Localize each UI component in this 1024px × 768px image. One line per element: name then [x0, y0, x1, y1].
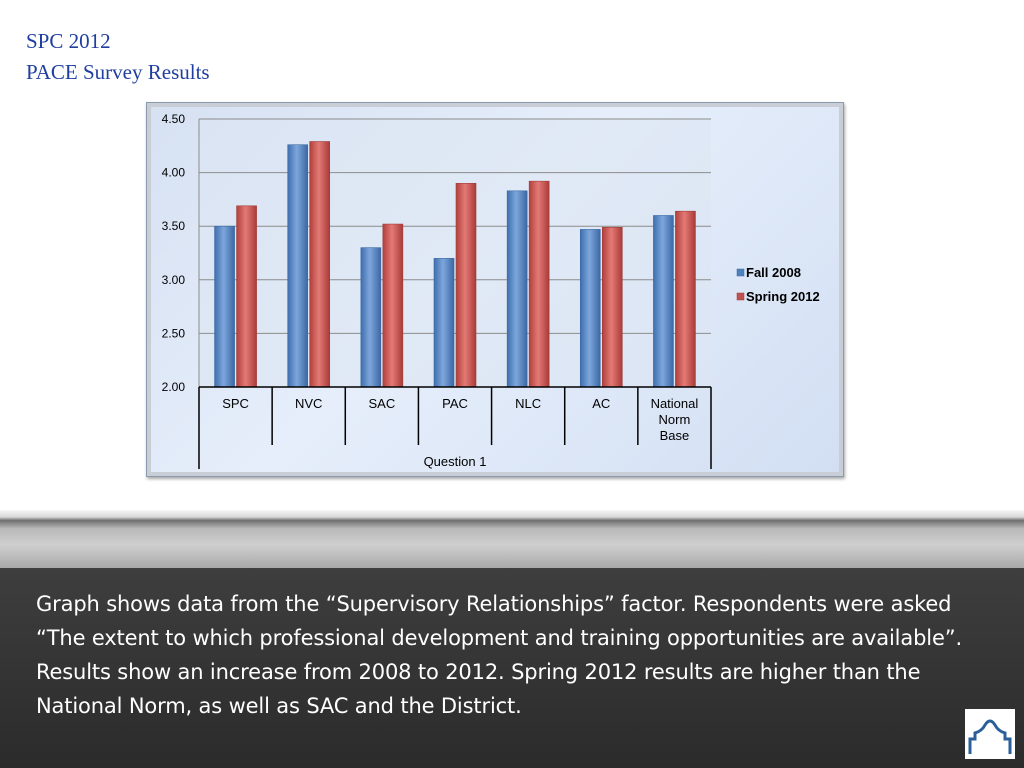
legend-swatch-spring-2012 [736, 292, 745, 301]
bar-spring-2012-national-norm-base [675, 210, 696, 388]
bar-fall-2008-ac [579, 229, 601, 388]
bar-spring-2012-nlc [528, 180, 550, 388]
bar-spring-2012-spc [236, 205, 257, 388]
bar-fall-2008-nlc [506, 190, 528, 388]
bar-chart: 2.00 2.50 3.00 3.50 4.00 4.50 SPC NVC SAC PAC NLC A… [162, 112, 820, 469]
chart-frame: 2.00 2.50 3.00 3.50 4.00 4.50 SPC NVC SAC PAC NLC A… [146, 102, 844, 477]
bar-fall-2008-spc [214, 225, 235, 388]
y-tick-label: 4.00 [162, 166, 186, 180]
caption-panel [0, 568, 1024, 768]
bar-fall-2008-national-norm-base [653, 215, 674, 388]
x-category-label: NVC [295, 396, 322, 411]
slide-title: SPC 2012 PACE Survey Results [26, 26, 210, 88]
x-category-label: National [651, 396, 699, 411]
arch-icon-graphic [967, 711, 1013, 757]
plot-area [199, 119, 711, 387]
x-category-label: SAC [368, 396, 395, 411]
bar-spring-2012-pac [455, 183, 477, 388]
bar-spring-2012-ac [601, 226, 623, 388]
x-group-label: Question 1 [424, 454, 487, 469]
x-category-label: Norm [659, 412, 691, 427]
legend-label-fall-2008: Fall 2008 [746, 265, 801, 280]
slide-title-line2: PACE Survey Results [26, 60, 210, 84]
arch-logo-icon [965, 709, 1015, 759]
y-tick-label: 2.50 [162, 326, 186, 340]
bar-fall-2008-nvc [287, 144, 309, 388]
x-category-label: PAC [442, 396, 468, 411]
y-tick-label: 2.00 [162, 380, 186, 394]
y-tick-label: 3.00 [162, 273, 186, 287]
bar-fall-2008-sac [360, 247, 382, 388]
x-category-label: AC [592, 396, 610, 411]
x-category-label: NLC [515, 396, 541, 411]
caption-text: Graph shows data from the “Supervisory R… [36, 592, 962, 718]
legend-label-spring-2012: Spring 2012 [746, 289, 820, 304]
y-tick-label: 3.50 [162, 219, 186, 233]
divider-band [0, 510, 1024, 568]
x-category-label: SPC [222, 396, 249, 411]
x-category-label: Base [660, 428, 690, 443]
bar-fall-2008-pac [433, 258, 455, 388]
y-tick-label: 4.50 [162, 112, 186, 126]
legend-swatch-fall-2008 [736, 268, 745, 277]
slide-title-line1: SPC 2012 [26, 29, 111, 53]
bar-spring-2012-sac [382, 223, 404, 388]
bar-spring-2012-nvc [309, 141, 331, 388]
